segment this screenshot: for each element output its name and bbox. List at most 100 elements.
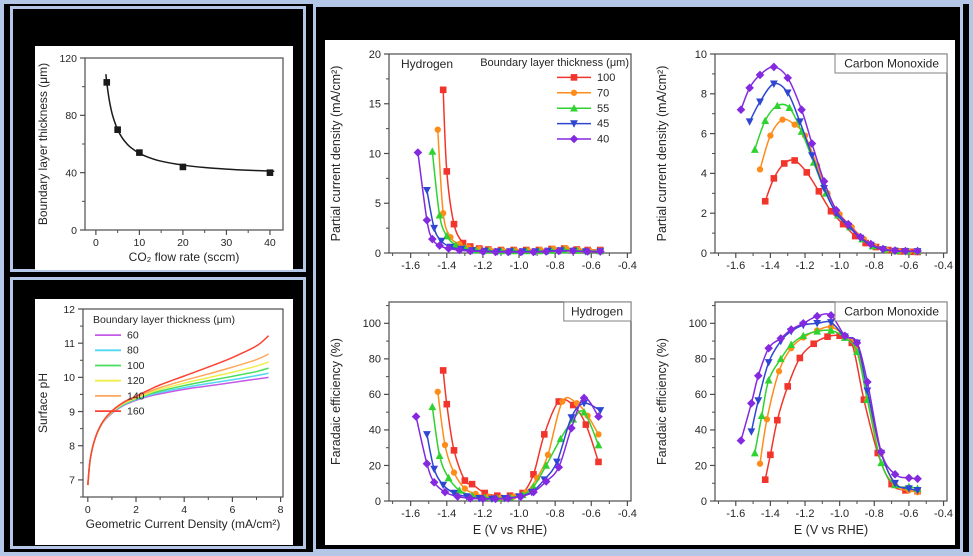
svg-text:-0.4: -0.4 — [934, 508, 953, 520]
svg-surface-ph-vs-current: 0 2 4 6 8 7 8 9 10 11 12 Geometric Current Density … — [36, 304, 284, 531]
svg-text:Hydrogen: Hydrogen — [571, 305, 623, 319]
svg-text:100: 100 — [363, 318, 381, 330]
svg-text:Partial current density (mA/cm: Partial current density (mA/cm²) — [329, 66, 343, 242]
svg-text:4: 4 — [701, 168, 707, 180]
svg-text:Hydrogen: Hydrogen — [401, 57, 453, 71]
svg-text:-1.2: -1.2 — [796, 508, 815, 520]
svg-text:5: 5 — [375, 198, 381, 210]
svg-text:Geometric Current Density (mA/: Geometric Current Density (mA/cm²) — [86, 517, 281, 531]
svg-text:Surface pH: Surface pH — [36, 373, 50, 433]
svg-text:10: 10 — [63, 372, 75, 384]
svg-text:11: 11 — [64, 338, 75, 350]
svg-text:-1.0: -1.0 — [830, 260, 849, 272]
svg-text:-0.6: -0.6 — [899, 260, 918, 272]
svg-text:60: 60 — [695, 389, 707, 401]
svg-text:20: 20 — [177, 237, 189, 249]
svg-text:70: 70 — [597, 87, 609, 99]
svg-text:-1.6: -1.6 — [401, 508, 420, 520]
svg-co-partial-current: -1.6 -1.4 -1.2 -1.0 -0.8 -0.6 -0.4 0 2 4 6 8 10 Parti… — [655, 49, 953, 272]
chart-h2-partial-current: -1.6 -1.4 -1.2 -1.0 -0.8 -0.6 -0.4 0 5 10 15 20 Part… — [325, 40, 640, 297]
svg-text:Partial current density (mA/cm: Partial current density (mA/cm²) — [655, 66, 669, 242]
svg-text:-1.6: -1.6 — [726, 508, 745, 520]
svg-text:Carbon Monoxide: Carbon Monoxide — [844, 57, 939, 71]
svg-text:-1.2: -1.2 — [473, 260, 492, 272]
svg-text:Boundary layer thickness (μm): Boundary layer thickness (μm) — [93, 314, 235, 326]
svg-text:0: 0 — [85, 504, 91, 516]
svg-h2-partial-current: -1.6 -1.4 -1.2 -1.0 -0.8 -0.6 -0.4 0 5 10 15 20 Part… — [329, 49, 637, 272]
svg-text:-0.8: -0.8 — [546, 508, 565, 520]
svg-text:80: 80 — [65, 110, 77, 122]
svg-text:55: 55 — [597, 103, 609, 115]
svg-text:80: 80 — [127, 345, 139, 357]
svg-text:-0.4: -0.4 — [934, 260, 953, 272]
svg-text:CO₂ flow rate (sccm): CO₂ flow rate (sccm) — [129, 250, 240, 264]
svg-text:0: 0 — [375, 496, 381, 508]
svg-text:8: 8 — [69, 441, 75, 453]
svg-text:10: 10 — [695, 49, 707, 61]
svg-text:-1.2: -1.2 — [473, 508, 492, 520]
svg-text:100: 100 — [689, 318, 707, 330]
svg-text:-1.6: -1.6 — [726, 260, 745, 272]
svg-text:-1.4: -1.4 — [761, 260, 780, 272]
svg-text:2: 2 — [701, 208, 707, 220]
svg-text:2: 2 — [133, 504, 139, 516]
svg-text:-1.0: -1.0 — [510, 508, 529, 520]
svg-text:60: 60 — [369, 389, 381, 401]
svg-text:-1.4: -1.4 — [437, 260, 456, 272]
svg-text:-0.4: -0.4 — [618, 508, 637, 520]
svg-text:Carbon Monoxide: Carbon Monoxide — [844, 305, 939, 319]
svg-text:40: 40 — [65, 167, 77, 179]
svg-text:0: 0 — [701, 496, 707, 508]
svg-text:Boundary layer thickness (μm): Boundary layer thickness (μm) — [480, 57, 629, 69]
svg-text:8: 8 — [701, 89, 707, 101]
svg-text:0: 0 — [701, 248, 707, 260]
svg-text:7: 7 — [69, 475, 75, 487]
svg-boundary-thickness-vs-co2-flow: 0 10 20 30 40 0 40 80 120 CO₂ flow rate (sccm) Bou… — [36, 53, 284, 264]
chart-h2-faradaic-efficiency: -1.6 -1.4 -1.2 -1.0 -0.8 -0.6 -0.4 0 20 40 60 80 100… — [325, 292, 640, 550]
svg-text:10: 10 — [134, 237, 146, 249]
svg-text:40: 40 — [264, 237, 276, 249]
svg-text:100: 100 — [597, 72, 615, 84]
svg-text:Faradaic efficiency (%): Faradaic efficiency (%) — [655, 338, 669, 465]
svg-co-faradaic-efficiency: -1.6 -1.4 -1.2 -1.0 -0.8 -0.6 -0.4 0 20 40 60 80 100… — [655, 301, 953, 537]
svg-text:-1.0: -1.0 — [830, 508, 849, 520]
svg-text:6: 6 — [229, 504, 235, 516]
svg-text:-0.4: -0.4 — [618, 260, 637, 272]
svg-text:40: 40 — [597, 134, 609, 146]
plot-background-right-grid — [325, 40, 955, 545]
svg-text:15: 15 — [369, 99, 381, 111]
chart-surface-ph-vs-current: 0 2 4 6 8 7 8 9 10 11 12 Geometric Current Density … — [35, 299, 293, 550]
svg-text:-1.2: -1.2 — [796, 260, 815, 272]
svg-text:-0.6: -0.6 — [582, 508, 601, 520]
svg-text:0: 0 — [71, 225, 77, 237]
svg-text:-0.6: -0.6 — [899, 508, 918, 520]
plot-background-surface-ph — [35, 299, 293, 545]
svg-text:-1.4: -1.4 — [437, 508, 456, 520]
svg-text:45: 45 — [597, 118, 609, 130]
svg-text:0: 0 — [93, 237, 99, 249]
svg-text:12: 12 — [63, 304, 75, 316]
svg-h2-faradaic-efficiency: -1.6 -1.4 -1.2 -1.0 -0.8 -0.6 -0.4 0 20 40 60 80 100… — [329, 301, 637, 537]
svg-text:60: 60 — [127, 330, 139, 342]
svg-text:160: 160 — [127, 406, 145, 418]
svg-text:40: 40 — [695, 425, 707, 437]
chart-co-partial-current: -1.6 -1.4 -1.2 -1.0 -0.8 -0.6 -0.4 0 2 4 6 8 10 Parti… — [640, 40, 955, 297]
svg-text:-0.8: -0.8 — [865, 508, 884, 520]
svg-text:-0.8: -0.8 — [546, 260, 565, 272]
svg-text:-1.6: -1.6 — [401, 260, 420, 272]
chart-co-faradaic-efficiency: -1.6 -1.4 -1.2 -1.0 -0.8 -0.6 -0.4 0 20 40 60 80 100… — [640, 292, 955, 550]
svg-text:-1.0: -1.0 — [510, 260, 529, 272]
svg-text:6: 6 — [701, 128, 707, 140]
svg-text:9: 9 — [69, 406, 75, 418]
svg-text:-0.6: -0.6 — [582, 260, 601, 272]
plot-background-boundary-layer — [35, 46, 293, 270]
svg-text:30: 30 — [221, 237, 233, 249]
svg-text:120: 120 — [59, 53, 77, 65]
svg-text:Faradaic efficiency (%): Faradaic efficiency (%) — [329, 338, 343, 465]
svg-text:-1.4: -1.4 — [761, 508, 780, 520]
svg-text:120: 120 — [127, 375, 145, 387]
svg-text:Boundary layer thickness (μm): Boundary layer thickness (μm) — [36, 63, 50, 225]
svg-text:E (V vs RHE): E (V vs RHE) — [473, 523, 547, 537]
svg-text:100: 100 — [127, 360, 145, 372]
